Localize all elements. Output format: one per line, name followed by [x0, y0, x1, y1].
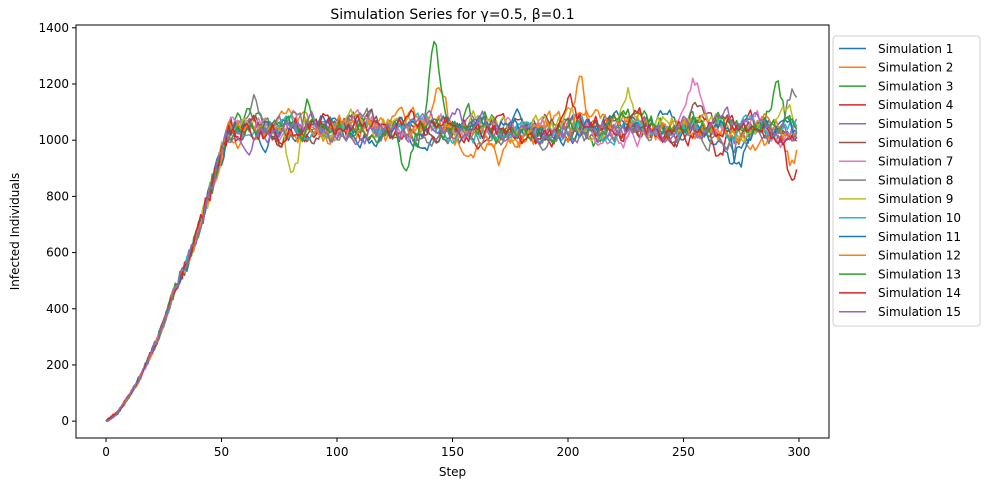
- y-tick-label: 1400: [38, 21, 69, 35]
- series-layer: [105, 40, 798, 422]
- x-tick-label: 100: [326, 445, 349, 459]
- legend-label-6: Simulation 6: [878, 136, 953, 150]
- x-tick-label: 50: [214, 445, 229, 459]
- legend-label-12: Simulation 12: [878, 249, 961, 263]
- legend-label-14: Simulation 14: [878, 286, 961, 300]
- x-axis-label: Step: [439, 465, 466, 479]
- legend-label-13: Simulation 13: [878, 267, 961, 281]
- legend-label-1: Simulation 1: [878, 42, 953, 56]
- legend: Simulation 1 Simulation 2 Simulation 3 Simu…: [832, 35, 981, 327]
- y-tick-label: 200: [46, 358, 69, 372]
- x-tick-label: 300: [788, 445, 811, 459]
- legend-label-7: Simulation 7: [878, 155, 953, 169]
- legend-box: [832, 35, 981, 327]
- x-tick-label: 0: [102, 445, 110, 459]
- y-tick-label: 400: [46, 302, 69, 316]
- series-line-15: [105, 106, 798, 422]
- legend-label-10: Simulation 10: [878, 211, 961, 225]
- y-tick-label: 600: [46, 246, 69, 260]
- y-tick-label: 1000: [38, 133, 69, 147]
- legend-label-3: Simulation 3: [878, 79, 953, 93]
- legend-label-8: Simulation 8: [878, 173, 953, 187]
- x-tick-label: 250: [672, 445, 695, 459]
- y-tick-label: 0: [61, 414, 69, 428]
- legend-label-15: Simulation 15: [878, 305, 961, 319]
- y-tick-label: 1200: [38, 77, 69, 91]
- chart-title: Simulation Series for γ=0.5, β=0.1: [330, 7, 574, 23]
- legend-label-2: Simulation 2: [878, 61, 953, 75]
- x-tick-label: 150: [441, 445, 464, 459]
- legend-label-5: Simulation 5: [878, 117, 953, 131]
- legend-label-11: Simulation 11: [878, 230, 961, 244]
- y-tick-label: 800: [46, 189, 69, 203]
- x-axis: 0 50 100 150 200 250 300: [102, 438, 810, 459]
- legend-label-4: Simulation 4: [878, 98, 953, 112]
- y-axis-label: Infected Individuals: [8, 173, 22, 291]
- y-axis: 0 200 400 600 800 1000 1200 1400: [38, 21, 76, 428]
- x-tick-label: 200: [557, 445, 580, 459]
- legend-label-9: Simulation 9: [878, 192, 953, 206]
